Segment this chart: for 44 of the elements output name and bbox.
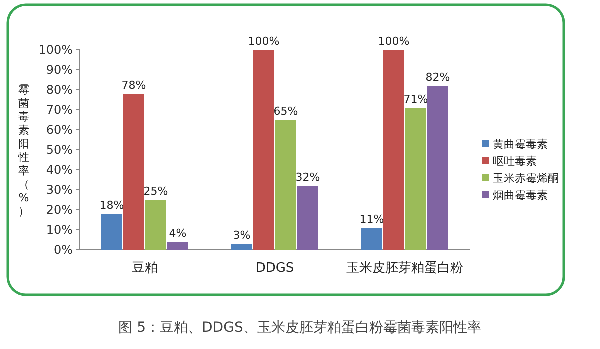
- y-tick-label: 20%: [46, 203, 73, 217]
- bar: [145, 200, 166, 250]
- bar: [361, 228, 382, 250]
- y-tick-label: 50%: [46, 143, 73, 157]
- data-label: 100%: [248, 35, 280, 48]
- text: 霉菌毒素阳性率（%）: [18, 83, 30, 218]
- data-label: 18%: [100, 199, 124, 212]
- y-tick-label: 0%: [54, 243, 73, 257]
- data-label: 65%: [274, 105, 298, 118]
- bar: [297, 186, 318, 250]
- data-label: 3%: [233, 229, 251, 242]
- legend-label: 黄曲霉毒素: [493, 138, 548, 151]
- legend-label: 呕吐毒素: [493, 155, 537, 168]
- legend-label: 玉米赤霉烯酮: [493, 172, 559, 185]
- y-tick-label: 80%: [46, 83, 73, 97]
- bar: [123, 94, 144, 250]
- caption: 图 5：豆粕、DDGS、玉米皮胚芽粕蛋白粉霉菌毒素阳性率: [118, 320, 482, 336]
- data-label: 32%: [296, 171, 320, 184]
- data-label: 100%: [378, 35, 410, 48]
- data-label: 11%: [360, 213, 384, 226]
- data-label: 25%: [144, 185, 168, 198]
- bar: [101, 214, 122, 250]
- bar: [405, 108, 426, 250]
- y-tick-label: 30%: [46, 183, 73, 197]
- x-tick-label: DDGS: [256, 261, 294, 276]
- data-label: 71%: [404, 93, 428, 106]
- legend-label: 烟曲霉毒素: [493, 189, 548, 202]
- y-tick-label: 60%: [46, 123, 73, 137]
- bar: [253, 50, 274, 250]
- y-tick-label: 100%: [38, 43, 73, 57]
- data-label: 4%: [169, 227, 187, 240]
- y-tick-label: 40%: [46, 163, 73, 177]
- bar: [167, 242, 188, 250]
- y-tick-label: 10%: [46, 223, 73, 237]
- x-tick-label: 豆粕: [132, 261, 158, 276]
- bar: [231, 244, 252, 250]
- bar: [427, 86, 448, 250]
- bar: [275, 120, 296, 250]
- bar: [383, 50, 404, 250]
- x-tick-label: 玉米皮胚芽粕蛋白粉: [346, 261, 464, 276]
- y-tick-label: 90%: [46, 63, 73, 77]
- y-tick-label: 70%: [46, 103, 73, 117]
- data-label: 82%: [426, 71, 450, 84]
- data-label: 78%: [122, 79, 146, 92]
